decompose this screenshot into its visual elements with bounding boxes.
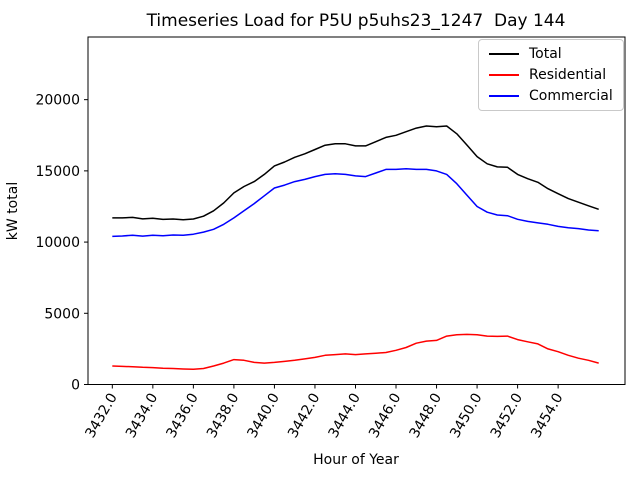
x-tick-label: 3434.0 [123, 391, 161, 441]
y-tick-label: 0 [71, 378, 80, 394]
legend: Total Residential Commercial [478, 39, 624, 111]
legend-label-residential: Residential [529, 66, 607, 83]
legend-label-total: Total [529, 46, 562, 63]
y-tick-label: 20000 [35, 93, 80, 109]
x-tick-label: 3440.0 [245, 391, 283, 441]
x-tick-label: 3446.0 [366, 391, 404, 441]
y-axis-ticks: 0 5000 10000 15000 20000 [35, 93, 88, 394]
legend-swatch-residential [489, 73, 519, 76]
y-tick-label: 15000 [35, 164, 80, 180]
chart-title: Timeseries Load for P5U p5uhs23_1247 Day… [146, 11, 566, 31]
x-tick-label: 3448.0 [407, 391, 445, 441]
y-tick-label: 10000 [35, 235, 80, 251]
series-line-total [112, 125, 599, 221]
x-tick-label: 3438.0 [204, 391, 242, 441]
legend-label-commercial: Commercial [529, 87, 613, 104]
legend-item-total: Total [479, 47, 623, 61]
series-lines [112, 125, 599, 371]
y-axis-label: kW total [5, 182, 21, 240]
x-tick-label: 3436.0 [163, 391, 201, 441]
series-line-residential [112, 333, 599, 371]
x-tick-label: 3452.0 [488, 391, 526, 441]
x-axis-label: Hour of Year [313, 452, 399, 468]
x-tick-label: 3432.0 [82, 391, 120, 441]
legend-swatch-total [489, 53, 519, 56]
x-axis-ticks: 3432.0 3434.0 3436.0 3438.0 3440.0 3442.0 3444… [82, 384, 567, 441]
x-tick-label: 3450.0 [447, 391, 485, 441]
legend-swatch-commercial [489, 94, 519, 97]
x-tick-label: 3444.0 [326, 391, 364, 441]
plot-border [87, 36, 626, 385]
x-tick-label: 3454.0 [528, 391, 566, 441]
y-tick-label: 5000 [44, 306, 80, 322]
legend-item-residential: Residential [479, 68, 623, 82]
legend-item-commercial: Commercial [479, 89, 623, 103]
series-line-commercial [112, 167, 599, 238]
x-tick-label: 3442.0 [285, 391, 323, 441]
